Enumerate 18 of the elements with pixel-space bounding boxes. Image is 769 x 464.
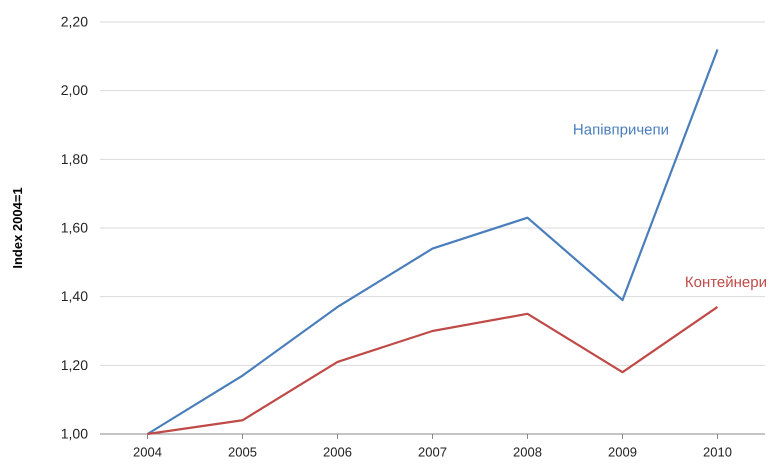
line-series bbox=[146, 306, 719, 436]
y-tick-label: 2,20 bbox=[60, 13, 88, 30]
x-tick-label: 2005 bbox=[228, 444, 257, 460]
x-tick-label: 2010 bbox=[703, 444, 732, 460]
y-tick-label: 1,40 bbox=[60, 288, 88, 304]
y-tick-label: 1,60 bbox=[60, 219, 88, 236]
x-tick-label: 2007 bbox=[418, 444, 447, 460]
x-tick-label: 2008 bbox=[513, 444, 542, 460]
y-tick-label: 1,80 bbox=[60, 150, 88, 167]
x-tick-label: 2004 bbox=[133, 444, 162, 460]
y-axis-title: Index 2004=1 bbox=[10, 187, 25, 269]
x-tick-label: 2009 bbox=[608, 444, 637, 460]
y-tick-label: 1,20 bbox=[60, 356, 88, 373]
series-label: Контейнери bbox=[684, 274, 767, 291]
series-label: Напівпричепи bbox=[572, 121, 669, 138]
y-tick-label: 2,00 bbox=[60, 82, 88, 98]
x-tick-label: 2006 bbox=[323, 444, 352, 460]
y-tick-label: 1,00 bbox=[60, 425, 88, 442]
